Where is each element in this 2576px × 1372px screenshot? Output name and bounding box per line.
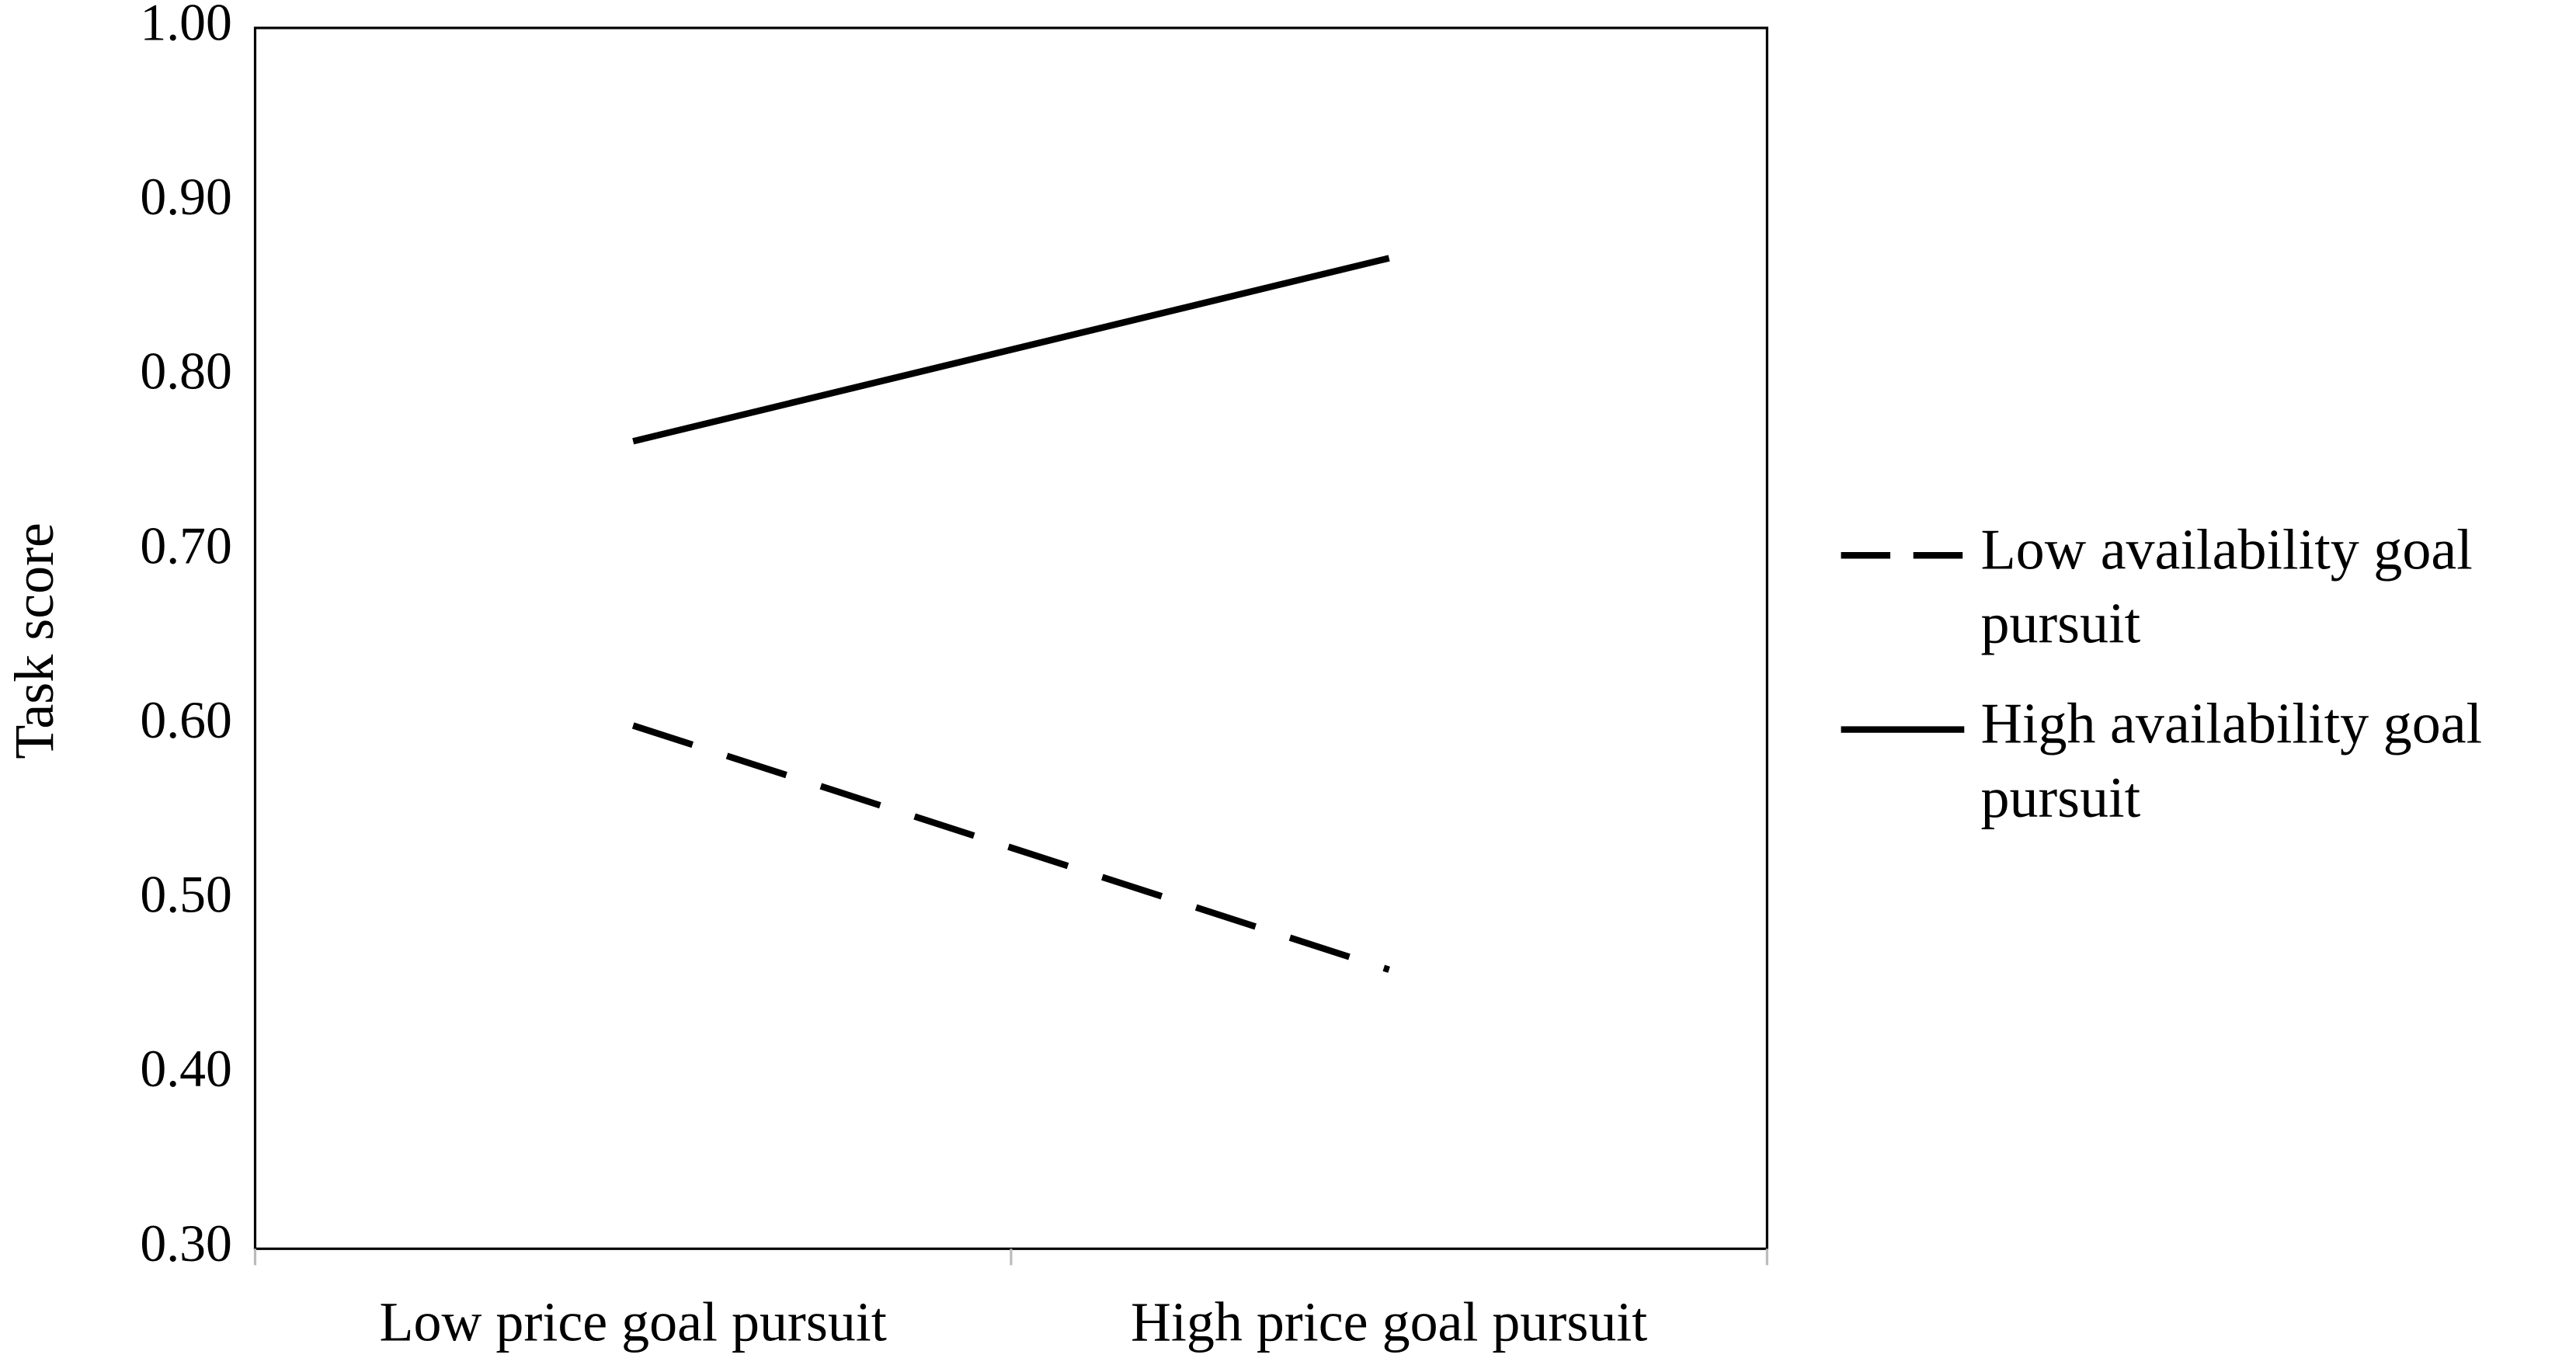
legend-line: High availability goal: [1980, 693, 2482, 756]
y-tick-label: 0.60: [140, 691, 231, 749]
legend-label: High availability goal pursuit: [1980, 693, 2482, 830]
y-tick-label: 0.80: [140, 342, 231, 401]
x-tick-label: High price goal pursuit: [1131, 1290, 1647, 1353]
legend-line: pursuit: [1980, 766, 2140, 830]
y-tick-label: 0.50: [140, 866, 231, 924]
y-tick-label: 1.00: [140, 0, 231, 52]
x-tick-label: Low price goal pursuit: [380, 1290, 887, 1353]
series-line: [631, 722, 1390, 973]
y-tick-label: 0.30: [140, 1214, 231, 1273]
legend-label: Low availability goal pursuit: [1980, 518, 2472, 655]
y-axis-label: Task score: [3, 523, 65, 759]
series-line: [632, 255, 1390, 445]
legend-line: Low availability goal: [1980, 518, 2472, 582]
y-tick-label: 0.40: [140, 1040, 231, 1098]
plot-frame: [253, 26, 1768, 1250]
y-tick-label: 0.90: [140, 168, 231, 226]
legend-line: pursuit: [1980, 592, 2140, 655]
y-tick-label: 0.70: [140, 516, 231, 575]
